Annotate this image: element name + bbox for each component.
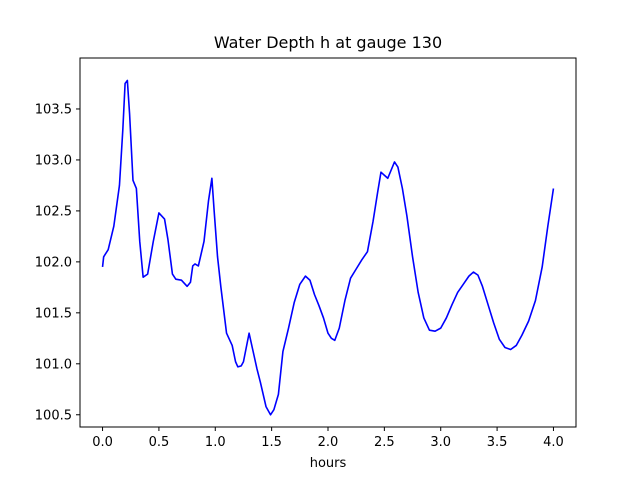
series-layer bbox=[101, 79, 555, 416]
x-tick-label: 3.5 bbox=[487, 435, 508, 450]
y-tick-label: 100.5 bbox=[35, 408, 72, 423]
x-axis: 0.0 0.5 1.0 1.5 2.0 2.5 3.0 3.5 4.0 bbox=[92, 427, 564, 450]
x-tick-label: 0.0 bbox=[92, 435, 113, 450]
x-tick-label: 3.0 bbox=[430, 435, 451, 450]
x-axis-label: hours bbox=[310, 456, 347, 471]
y-axis: 100.5 101.0 101.5 102.0 102.5 103.0 103.5 bbox=[35, 102, 80, 423]
x-tick-label: 0.5 bbox=[149, 435, 170, 450]
x-tick-label: 1.0 bbox=[205, 435, 226, 450]
x-tick-label: 2.0 bbox=[318, 435, 339, 450]
y-tick-label: 102.5 bbox=[35, 204, 72, 219]
y-tick-label: 103.0 bbox=[35, 153, 72, 168]
x-tick-label: 2.5 bbox=[374, 435, 395, 450]
y-tick-label: 102.0 bbox=[35, 255, 72, 270]
y-tick-label: 103.5 bbox=[35, 102, 72, 117]
x-tick-label: 1.5 bbox=[261, 435, 282, 450]
chart-title: Water Depth h at gauge 130 bbox=[214, 33, 442, 52]
y-tick-label: 101.5 bbox=[35, 306, 72, 321]
x-tick-label: 4.0 bbox=[543, 435, 564, 450]
y-tick-label: 101.0 bbox=[35, 357, 72, 372]
series-line-0 bbox=[101, 79, 555, 416]
